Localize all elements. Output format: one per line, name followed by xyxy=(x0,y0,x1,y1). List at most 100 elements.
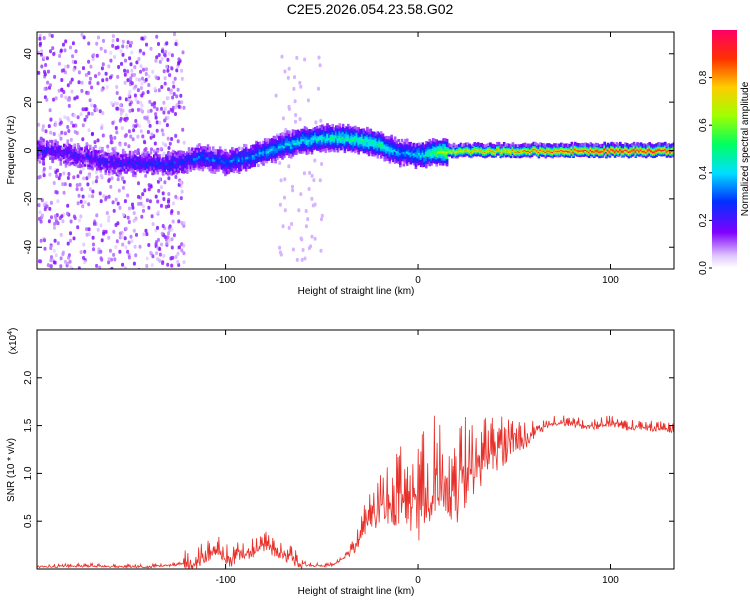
spectrogram-cell xyxy=(83,151,87,155)
spectrogram-cell xyxy=(279,252,283,257)
spectrogram-cell xyxy=(354,149,357,154)
spectrogram-cell xyxy=(180,155,184,159)
spectrogram-cell xyxy=(176,251,180,256)
spectrogram-cell xyxy=(452,142,456,146)
spectrogram-cell xyxy=(534,141,537,145)
spectrogram-cell xyxy=(241,166,244,170)
spectrogram-cell xyxy=(156,199,160,204)
chart-title: C2E5.2026.054.23.58.G02 xyxy=(287,1,454,17)
spectrogram-cell xyxy=(253,161,257,165)
spectrogram-cell xyxy=(125,170,128,174)
spectrogram-cell xyxy=(172,233,176,238)
spectrogram-cell xyxy=(295,55,299,60)
spectrogram-cell xyxy=(319,248,323,253)
spectrogram-cell xyxy=(135,60,139,65)
spectrogram-cell xyxy=(260,161,263,165)
spectrogram-cell xyxy=(435,144,438,148)
spectrogram-cell xyxy=(66,125,70,129)
spectrogram-cell xyxy=(142,208,145,213)
spectrogram-cell xyxy=(338,130,341,134)
spectrogram-cell xyxy=(104,71,108,76)
spectrogram-cell xyxy=(110,266,114,269)
spectrogram-cell xyxy=(300,136,303,140)
spectrogram-cell xyxy=(100,66,104,71)
spectrogram-cell xyxy=(298,117,302,122)
spectrogram-cell xyxy=(47,145,50,150)
spectrogram-cell xyxy=(405,141,409,145)
spectrogram-cell xyxy=(40,213,44,218)
spectrogram-cell xyxy=(180,100,184,105)
spectrogram-cell xyxy=(255,152,258,157)
spectrogram-cell xyxy=(265,140,269,145)
spectrogram-cell xyxy=(547,143,551,147)
spectrogram-cell xyxy=(234,148,238,152)
spectrogram-cell xyxy=(348,145,352,149)
spectrogram-cell xyxy=(37,146,40,150)
spectrogram-cell xyxy=(295,144,298,148)
spectrogram-cell xyxy=(61,149,64,153)
spectrogram-cell xyxy=(47,124,51,129)
spectrogram-cell xyxy=(132,211,136,216)
spectrogram-cell xyxy=(250,152,253,156)
spectrogram-cell xyxy=(158,252,162,257)
spectrogram-cell xyxy=(350,147,354,151)
spectrogram-cell xyxy=(612,142,615,146)
spectrogram-cell xyxy=(288,140,291,144)
spectrogram-cell xyxy=(345,145,348,149)
spectrogram-cell xyxy=(63,182,67,187)
spectrogram-cell xyxy=(282,152,286,156)
spectrogram-cell xyxy=(457,144,461,148)
spectrogram-cell xyxy=(211,153,215,157)
spectrogram-cell xyxy=(51,159,55,164)
spectrogram-cell xyxy=(90,103,94,108)
spectrogram-cell xyxy=(160,57,164,61)
spectrogram-cell xyxy=(180,76,184,81)
spectrogram-cell xyxy=(68,259,72,264)
spectrogram-cell xyxy=(154,115,158,120)
spectrogram-cell xyxy=(64,145,68,149)
spectrogram-cell xyxy=(257,163,260,167)
spectrogram-cell xyxy=(95,170,98,175)
spectrogram-cell xyxy=(121,148,125,152)
spectrogram-cell xyxy=(37,122,41,127)
spectrogram-cell xyxy=(409,154,412,158)
spectrogram-cell xyxy=(392,142,395,146)
spectrogram-cell xyxy=(156,149,160,153)
spectrogram-cell xyxy=(165,241,169,246)
spectrogram-cell xyxy=(174,105,178,110)
spectrogram-cell xyxy=(388,143,392,147)
spectrogram-cell xyxy=(300,257,304,262)
spectrogram-cell xyxy=(158,159,161,163)
spectrogram-cell xyxy=(402,158,406,162)
spectrogram-cell xyxy=(251,147,255,151)
spectrogram-cell xyxy=(177,165,180,169)
spectrogram-cell xyxy=(68,163,71,167)
spectrogram-cell xyxy=(229,166,232,170)
spectrogram-cell xyxy=(40,156,44,160)
spectrogram-cell xyxy=(250,164,253,168)
spectrogram-cell xyxy=(203,162,206,167)
spectrogram-cell xyxy=(128,56,132,61)
spectrogram-cell xyxy=(45,145,49,149)
spectrogram-cell xyxy=(239,153,243,157)
spectrogram-cell xyxy=(343,135,347,139)
spectrogram-cell xyxy=(158,154,161,158)
spectrogram-cell xyxy=(61,156,64,160)
spectrogram-cell xyxy=(194,147,198,151)
spectrogram-cell xyxy=(47,150,50,154)
spectrogram-cell xyxy=(284,144,288,148)
spectrogram-cell xyxy=(99,164,102,168)
spectrogram-cell xyxy=(284,137,288,141)
spectrogram-cell xyxy=(49,49,52,54)
spectrogram-cell xyxy=(400,150,404,155)
spectrogram-cell xyxy=(149,160,153,164)
spectrogram-cell xyxy=(308,141,312,145)
spectrogram-cell xyxy=(66,158,69,162)
spectrogram-cell xyxy=(107,215,111,220)
spectrogram-cell xyxy=(629,143,632,147)
spectrogram-cell xyxy=(525,143,528,147)
spectrogram-cell xyxy=(109,159,113,163)
spectrogram-cell xyxy=(160,231,164,236)
spectrogram-cell xyxy=(113,170,116,174)
spectrogram-cell xyxy=(308,138,312,142)
